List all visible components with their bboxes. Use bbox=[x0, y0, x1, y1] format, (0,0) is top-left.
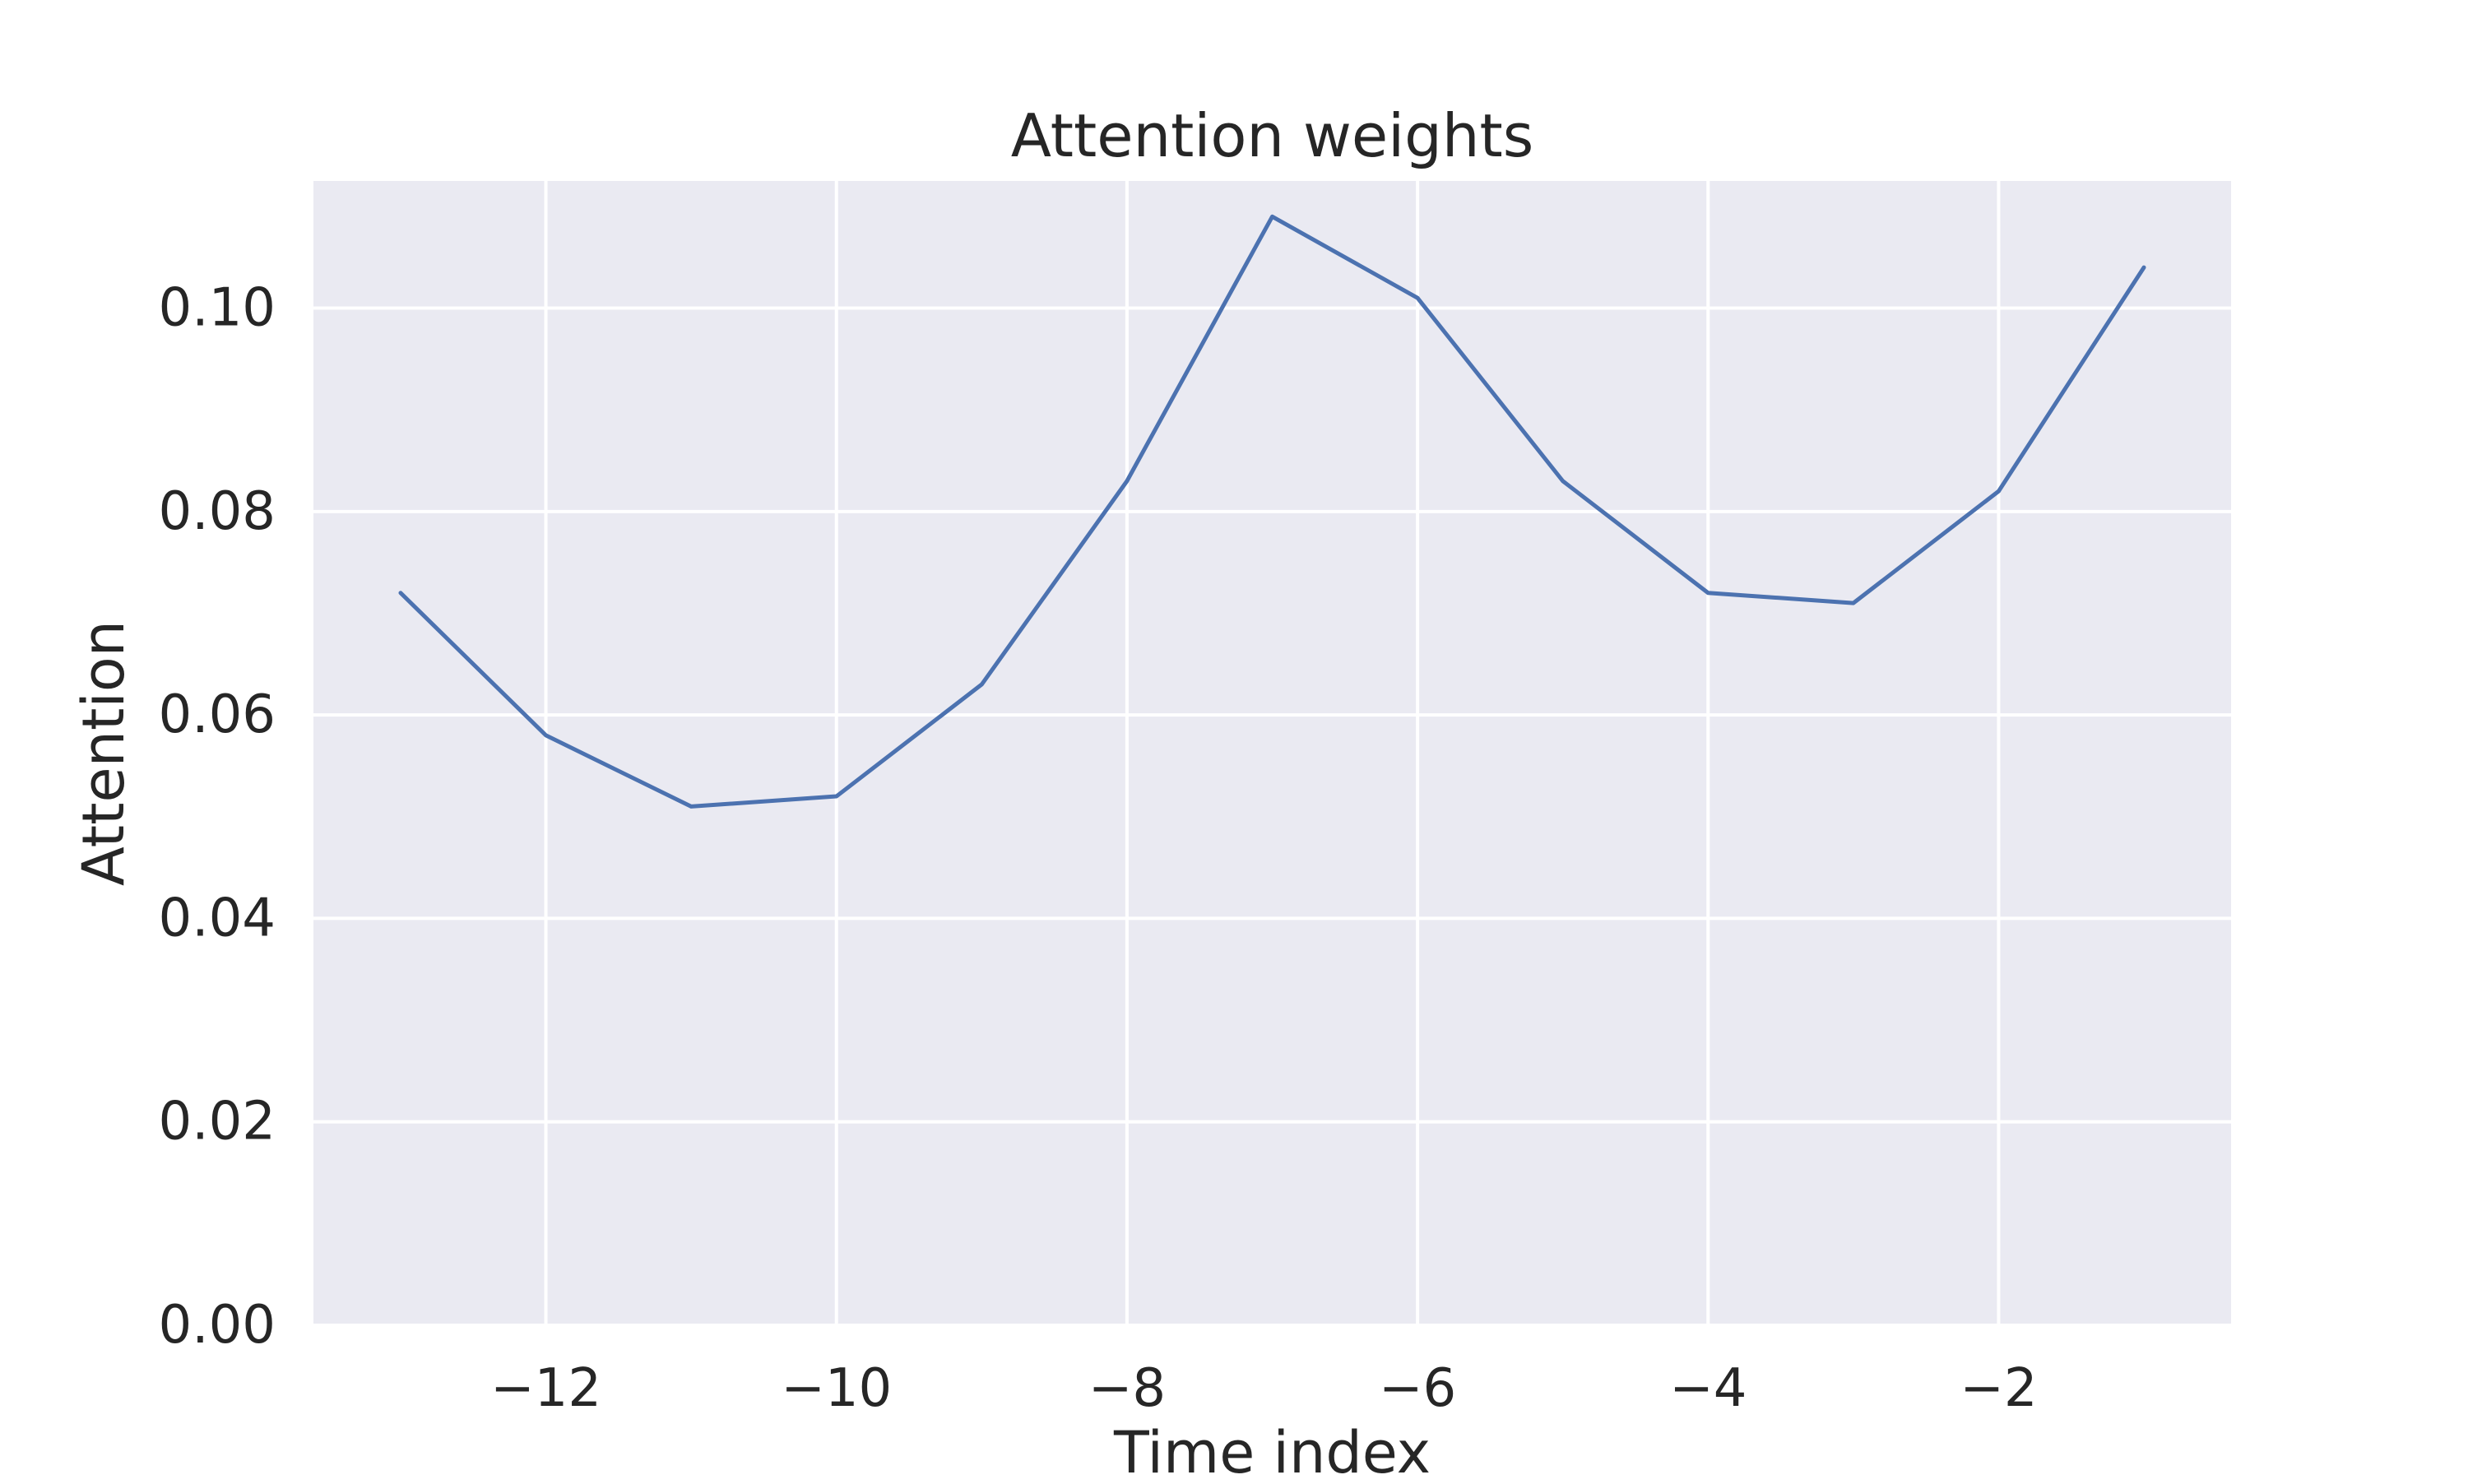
data-point bbox=[689, 805, 694, 809]
x-tick-label: −8 bbox=[1088, 1358, 1166, 1419]
data-point bbox=[1851, 601, 1855, 605]
data-point bbox=[1125, 479, 1129, 483]
data-point bbox=[1416, 296, 1420, 300]
x-tick-label: −2 bbox=[1960, 1358, 2037, 1419]
x-tick-label: −12 bbox=[490, 1358, 601, 1419]
x-axis-label: Time index bbox=[1113, 1419, 1431, 1481]
data-point bbox=[1270, 215, 1274, 219]
y-tick-label: 0.10 bbox=[159, 278, 276, 339]
y-axis-label: Attention bbox=[70, 620, 137, 886]
y-tick-label: 0.02 bbox=[159, 1092, 276, 1152]
data-point bbox=[834, 795, 838, 799]
series-layer bbox=[398, 214, 2146, 809]
x-tick-labels: −12 −10 −8 −6 −4 −2 bbox=[490, 1358, 2038, 1419]
y-tick-labels: 0.00 0.02 0.04 0.06 0.08 0.10 bbox=[159, 278, 276, 1356]
plot-background bbox=[313, 181, 2231, 1325]
data-point bbox=[1706, 591, 1710, 595]
data-point bbox=[980, 683, 984, 687]
y-tick-label: 0.00 bbox=[159, 1295, 276, 1356]
data-point bbox=[398, 591, 402, 595]
y-tick-label: 0.04 bbox=[159, 888, 276, 948]
data-point bbox=[544, 733, 548, 737]
chart-title: Attention weights bbox=[1011, 101, 1533, 170]
data-point bbox=[1997, 489, 2001, 494]
grid-lines bbox=[313, 181, 2231, 1327]
y-tick-label: 0.08 bbox=[159, 481, 276, 542]
data-point bbox=[2142, 266, 2146, 270]
x-tick-label: −6 bbox=[1379, 1358, 1456, 1419]
data-point bbox=[1561, 479, 1565, 483]
y-tick-label: 0.06 bbox=[159, 684, 276, 745]
x-tick-label: −4 bbox=[1669, 1358, 1747, 1419]
x-tick-label: −10 bbox=[781, 1358, 892, 1419]
